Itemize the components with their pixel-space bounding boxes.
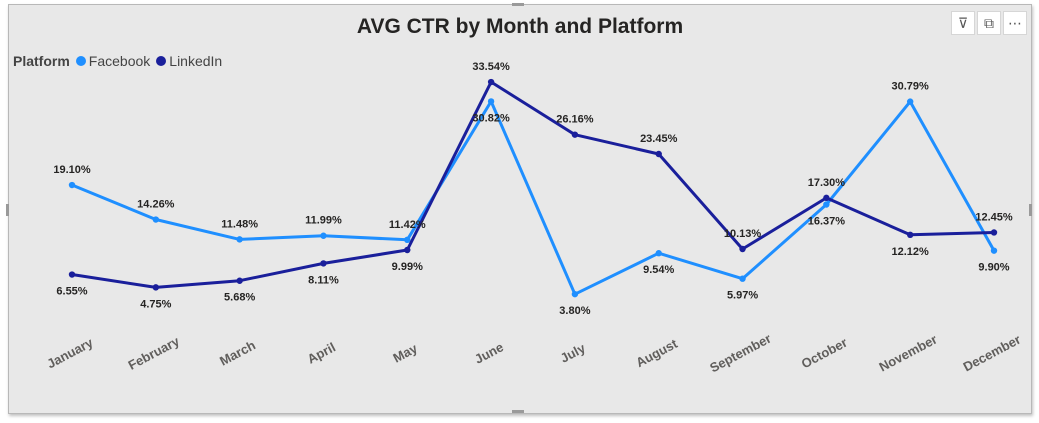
data-label-facebook: 16.37% xyxy=(808,215,846,227)
resize-handle-top[interactable] xyxy=(512,3,524,6)
x-tick-label: August xyxy=(633,336,680,371)
data-point-facebook xyxy=(487,98,495,105)
data-label-facebook: 9.90% xyxy=(978,262,1009,274)
resize-handle-bottom[interactable] xyxy=(512,410,524,413)
data-label-facebook: 11.99% xyxy=(305,215,342,227)
filter-icon[interactable]: ⊽ xyxy=(951,11,975,35)
data-point-linkedin xyxy=(571,131,579,138)
data-point-facebook xyxy=(739,275,746,282)
visual-toolbar: ⊽ ⧉ ⋯ xyxy=(951,11,1027,35)
legend-label-linkedin: LinkedIn xyxy=(169,53,223,69)
data-point-linkedin xyxy=(906,231,914,239)
resize-handle-left[interactable] xyxy=(6,204,9,216)
data-label-linkedin: 10.13% xyxy=(724,228,762,240)
legend-item-facebook[interactable]: Facebook xyxy=(75,53,151,69)
x-tick-label: November xyxy=(876,331,939,374)
chart-legend: Platform Facebook LinkedIn xyxy=(13,53,228,69)
data-label-facebook: 9.54% xyxy=(643,264,674,276)
line-chart: 19.10% 14.26% 11.48% 11.99% 11.42% 30.82% 3.80… xyxy=(44,61,1024,376)
data-label-linkedin: 17.30% xyxy=(808,177,846,189)
x-tick-label: May xyxy=(390,340,420,365)
data-point-facebook xyxy=(320,232,327,239)
legend-dot-facebook xyxy=(75,56,86,66)
data-point-facebook xyxy=(152,216,160,223)
data-label-linkedin: 33.54% xyxy=(472,61,510,73)
x-tick-label: February xyxy=(126,333,183,373)
x-tick-label: March xyxy=(217,337,258,368)
more-options-icon[interactable]: ⋯ xyxy=(1003,11,1027,35)
chart-visual[interactable]: AVG CTR by Month and Platform ⊽ ⧉ ⋯ Plat… xyxy=(8,4,1032,414)
legend-title: Platform xyxy=(13,53,70,69)
data-point-facebook xyxy=(906,98,914,105)
data-label-linkedin: 23.45% xyxy=(640,133,678,145)
data-point-linkedin xyxy=(655,150,662,158)
data-point-linkedin xyxy=(320,260,327,267)
data-label-facebook: 11.42% xyxy=(389,219,426,231)
legend-label-facebook: Facebook xyxy=(88,53,151,69)
data-label-linkedin: 12.12% xyxy=(892,246,930,258)
data-point-linkedin xyxy=(990,229,998,236)
data-point-facebook xyxy=(655,250,662,257)
data-point-facebook xyxy=(68,181,76,189)
resize-handle-right[interactable] xyxy=(1029,204,1032,216)
series-line-facebook xyxy=(70,99,996,296)
x-tick-label: December xyxy=(961,332,1024,375)
data-point-linkedin xyxy=(236,277,243,284)
series-line-linkedin xyxy=(70,80,996,289)
x-tick-label: July xyxy=(558,340,589,366)
data-point-linkedin xyxy=(68,271,76,278)
data-point-linkedin xyxy=(823,194,830,202)
data-label-linkedin: 12.45% xyxy=(975,211,1013,223)
data-label-facebook: 30.82% xyxy=(472,112,510,124)
data-point-linkedin xyxy=(487,78,495,86)
data-label-linkedin: 5.68% xyxy=(224,292,255,304)
data-label-linkedin: 8.11% xyxy=(308,274,339,286)
x-tick-label: June xyxy=(472,339,506,366)
data-label-facebook: 19.10% xyxy=(53,164,91,176)
x-tick-label: September xyxy=(707,331,773,376)
focus-mode-icon[interactable]: ⧉ xyxy=(977,11,1001,35)
data-label-linkedin: 26.16% xyxy=(556,114,594,126)
data-label-facebook: 30.79% xyxy=(892,81,930,93)
chart-title: AVG CTR by Month and Platform xyxy=(356,15,684,38)
data-point-linkedin xyxy=(152,284,160,291)
data-label-linkedin: 9.99% xyxy=(392,261,423,273)
data-point-linkedin xyxy=(739,245,746,253)
data-label-linkedin: 6.55% xyxy=(56,286,87,298)
data-point-facebook xyxy=(571,290,579,298)
data-label-facebook: 5.97% xyxy=(727,290,758,302)
data-label-facebook: 14.26% xyxy=(137,199,175,211)
data-point-linkedin xyxy=(404,246,411,254)
data-label-facebook: 11.48% xyxy=(221,218,258,230)
data-point-facebook xyxy=(990,247,998,254)
data-label-linkedin: 4.75% xyxy=(140,298,171,310)
data-point-facebook xyxy=(404,236,411,244)
x-tick-label: October xyxy=(799,335,850,372)
data-point-facebook xyxy=(236,236,243,243)
x-tick-label: January xyxy=(44,334,96,371)
data-label-facebook: 3.80% xyxy=(559,305,590,317)
data-point-facebook xyxy=(823,201,830,208)
x-tick-label: April xyxy=(305,339,338,366)
legend-dot-linkedin xyxy=(156,56,167,66)
legend-item-linkedin[interactable]: LinkedIn xyxy=(156,53,222,69)
